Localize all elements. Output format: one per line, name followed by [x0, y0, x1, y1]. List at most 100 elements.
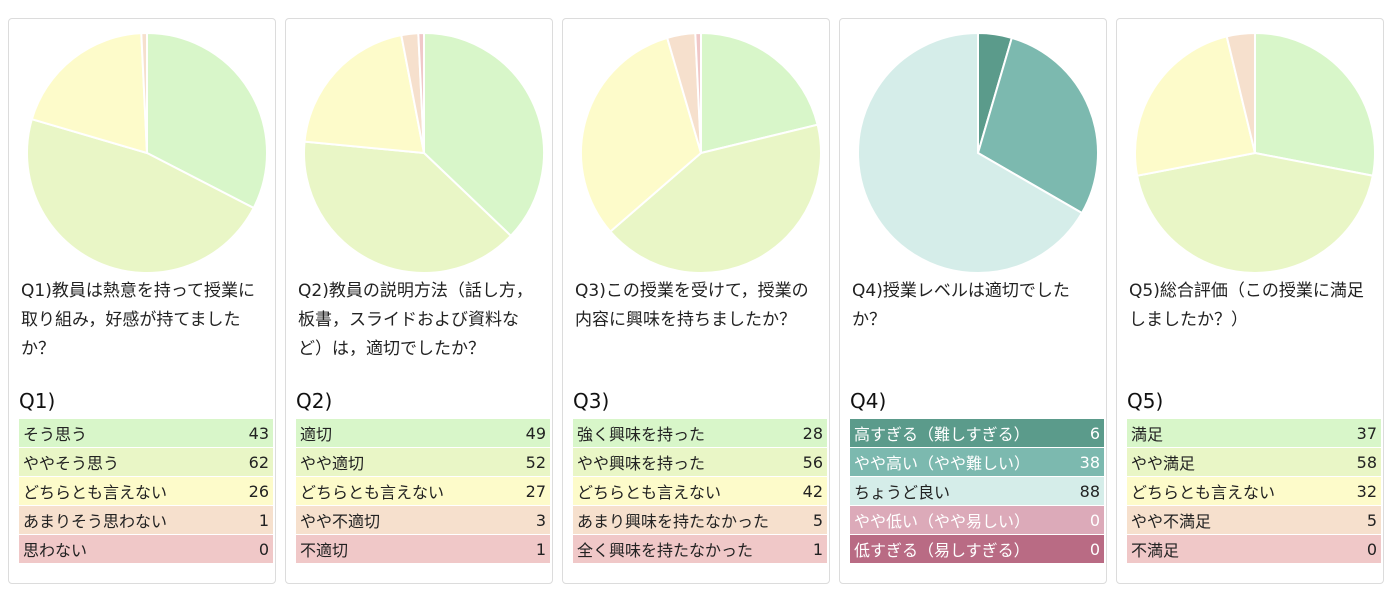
legend-table: そう思う 43 ややそう思う 62 どちらとも言えない 26 あまりそう思わない 1 思わない 0 — [19, 419, 273, 564]
legend-row: どちらとも言えない 42 — [573, 477, 827, 506]
card: Q3)この授業を受けて，授業の内容に興味を持ちましたか？ Q3) 強く興味を持った 2… — [562, 18, 830, 584]
legend-row: やや不満足 5 — [1127, 506, 1381, 535]
pie-slice — [26, 117, 256, 274]
legend-value: 37 — [1356, 423, 1377, 443]
legend-label: そう思う — [23, 425, 88, 444]
legend-table: 満足 37 やや満足 58 どちらとも言えない 32 やや不満足 5 不満足 0 — [1127, 419, 1381, 564]
pie-slice — [857, 31, 1084, 274]
legend-value: 6 — [1089, 423, 1100, 443]
legend-value: 0 — [258, 539, 269, 559]
legend-value: 1 — [812, 539, 823, 559]
legend-table: 適切 49 やや適切 52 どちらとも言えない 27 やや不適切 3 不適切 1 — [296, 419, 550, 564]
legend-table: 高すぎる（難しすぎる） 6 やや高い（やや難しい） 38 ちょうど良い 88 やや低い（やや… — [850, 419, 1104, 564]
legend-row: ちょうど良い 88 — [850, 477, 1104, 506]
legend-row: やや満足 58 — [1127, 448, 1381, 477]
legend-value: 26 — [248, 481, 269, 501]
legend-value: 43 — [248, 423, 269, 443]
pie-slice — [694, 31, 702, 154]
pie-slice — [146, 31, 268, 210]
legend-row: やや高い（やや難しい） 38 — [850, 448, 1104, 477]
heading: Q1) — [19, 389, 56, 413]
question: Q1)教員は熱意を持って授業に取り組み，好感が持てましたか？ — [21, 281, 255, 359]
pie-slice — [303, 140, 513, 274]
legend-row: 思わない 0 — [19, 535, 273, 564]
pie-chart — [580, 31, 822, 274]
legend-row: やや不適切 3 — [296, 506, 550, 535]
legend-label: 思わない — [23, 541, 88, 560]
legend-row: あまり興味を持たなかった 5 — [573, 506, 827, 535]
pie-chart — [1134, 31, 1376, 274]
legend-row: どちらとも言えない 26 — [19, 477, 273, 506]
legend-label: やや高い（やや難しい） — [854, 454, 1031, 473]
legend-row: やや適切 52 — [296, 448, 550, 477]
pie-slice — [1134, 35, 1257, 177]
legend-value: 0 — [1089, 510, 1100, 530]
legend-label: ちょうど良い — [854, 483, 951, 502]
legend-value: 0 — [1089, 539, 1100, 559]
legend-row: やや低い（やや易しい） 0 — [850, 506, 1104, 535]
legend-label: やや興味を持った — [577, 454, 706, 473]
legend-row: 全く興味を持たなかった 1 — [573, 535, 827, 564]
pie-chart — [26, 31, 268, 274]
legend-label: 満足 — [1131, 425, 1164, 444]
legend-row: そう思う 43 — [19, 419, 273, 448]
question: Q3)この授業を受けて，授業の内容に興味を持ちましたか？ — [575, 281, 809, 330]
pie-slice — [1135, 151, 1375, 274]
pie-slice — [423, 31, 545, 238]
legend-row: 不適切 1 — [296, 535, 550, 564]
pie-slice — [303, 33, 426, 155]
legend-row: どちらとも言えない 27 — [296, 477, 550, 506]
legend-label: 不適切 — [300, 541, 349, 560]
legend-value: 62 — [248, 452, 269, 472]
legend-label: あまり興味を持たなかった — [577, 512, 770, 531]
pie-chart — [303, 31, 545, 274]
heading: Q4) — [850, 389, 887, 413]
legend-label: 低すぎる（易しすぎる） — [854, 541, 1030, 560]
legend-value: 56 — [802, 452, 823, 472]
legend-label: どちらとも言えない — [1131, 483, 1276, 502]
legend-row: やや興味を持った 56 — [573, 448, 827, 477]
legend-row: あまりそう思わない 1 — [19, 506, 273, 535]
question: Q5)総合評価（この授業に満足しましたか？） — [1129, 281, 1364, 330]
legend-label: ややそう思う — [23, 454, 120, 473]
legend-value: 5 — [1366, 510, 1377, 530]
legend-value: 28 — [802, 423, 823, 443]
legend-label: やや適切 — [300, 454, 365, 473]
legend-row: ややそう思う 62 — [19, 448, 273, 477]
legend-value: 5 — [812, 510, 823, 530]
card: Q5)総合評価（この授業に満足しましたか？） Q5) 満足 37 やや満足 58 どちらとも… — [1116, 18, 1384, 584]
legend-table: 強く興味を持った 28 やや興味を持った 56 どちらとも言えない 42 あまり興味を持たな… — [573, 419, 827, 564]
legend-label: 適切 — [300, 425, 333, 444]
legend-label: どちらとも言えない — [23, 483, 168, 502]
legend-value: 49 — [525, 423, 546, 443]
legend-value: 1 — [535, 539, 546, 559]
legend-value: 52 — [525, 452, 546, 472]
heading: Q5) — [1127, 389, 1164, 413]
legend-label: やや満足 — [1131, 454, 1196, 473]
legend-value: 42 — [802, 481, 823, 501]
legend-value: 27 — [525, 481, 546, 501]
pie-slice — [417, 31, 425, 154]
legend-row: 不満足 0 — [1127, 535, 1381, 564]
legend-row: 強く興味を持った 28 — [573, 419, 827, 448]
card: Q1)教員は熱意を持って授業に取り組み，好感が持てましたか？ Q1) そう思う 43 や… — [8, 18, 276, 584]
legend-label: 不満足 — [1131, 541, 1180, 560]
legend-label: 全く興味を持たなかった — [577, 541, 754, 560]
legend-value: 32 — [1356, 481, 1377, 501]
legend-label: 強く興味を持った — [577, 425, 706, 444]
question: Q4)授業レベルは適切でしたか？ — [852, 281, 1070, 330]
pie-slice — [608, 123, 822, 274]
legend-row: どちらとも言えない 32 — [1127, 477, 1381, 506]
heading: Q2) — [296, 389, 333, 413]
legend-value: 88 — [1079, 481, 1100, 501]
legend-value: 58 — [1356, 452, 1377, 472]
legend-label: 高すぎる（難しすぎる） — [854, 425, 1030, 444]
card: Q4)授業レベルは適切でしたか？ Q4) 高すぎる（難しすぎる） 6 やや高い（やや難し… — [839, 18, 1107, 584]
legend-row: 満足 37 — [1127, 419, 1381, 448]
legend-row: 適切 49 — [296, 419, 550, 448]
legend-row: 低すぎる（易しすぎる） 0 — [850, 535, 1104, 564]
legend-value: 3 — [535, 510, 546, 530]
card: Q2)教員の説明方法（話し方，板書，スライドおよび資料など）は，適切でしたか？ Q… — [285, 18, 553, 584]
pie-chart — [857, 31, 1099, 274]
